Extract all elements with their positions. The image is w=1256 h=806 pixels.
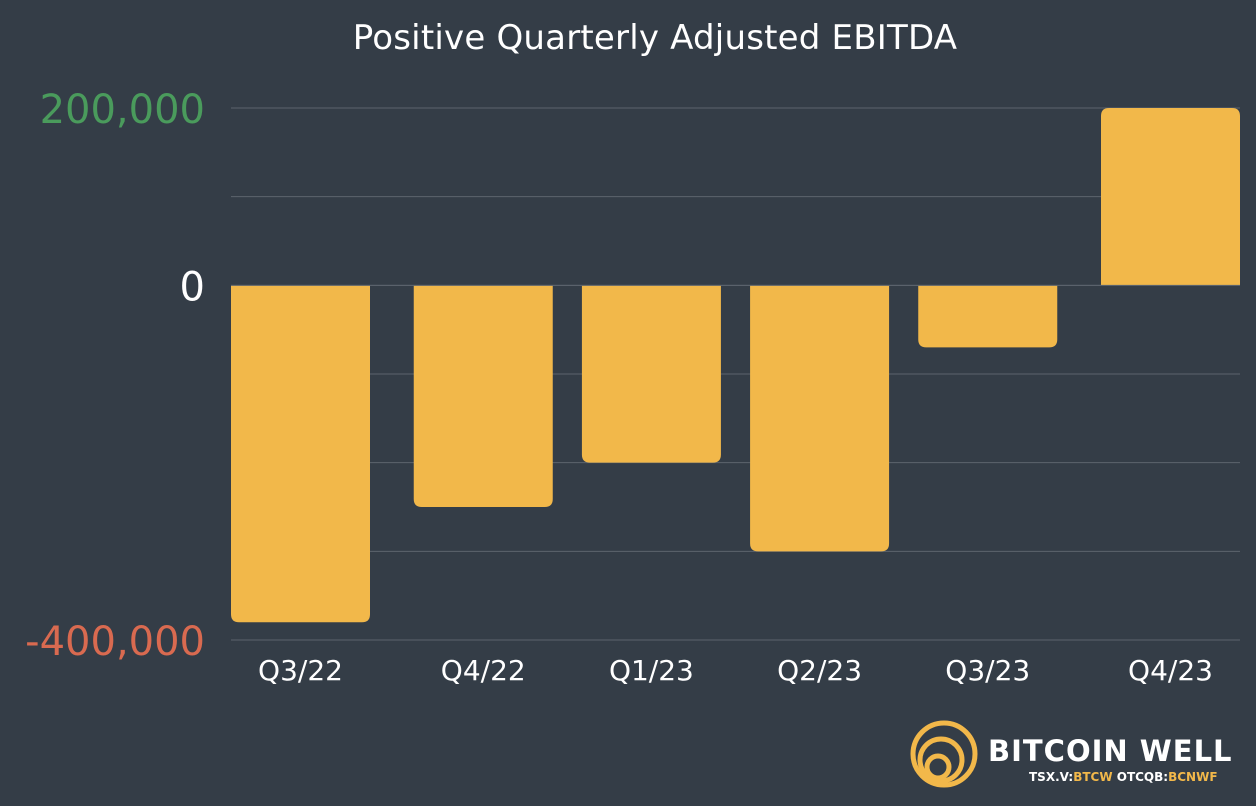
bar-q3-22 [231, 285, 370, 623]
bar-q4-23 [1101, 108, 1240, 286]
concentric-rings-logo-icon [910, 720, 978, 788]
x-tick-label: Q3/22 [258, 654, 343, 687]
y-tick-label: 0 [180, 264, 205, 310]
brand-name: BITCOIN WELL [988, 734, 1233, 768]
x-tick-label: Q1/23 [609, 654, 694, 687]
brand-block: BITCOIN WELL TSX.V:BTCW OTCQB:BCNWF [908, 718, 1248, 790]
brand-tickers: TSX.V:BTCW OTCQB:BCNWF [1029, 770, 1218, 784]
ticker-prefix-tsxv: TSX.V: [1029, 770, 1074, 784]
x-tick-label: Q2/23 [777, 654, 862, 687]
bar-q3-23 [918, 285, 1058, 348]
x-tick-label: Q4/22 [441, 654, 526, 687]
bar-q2-23 [750, 285, 890, 552]
y-tick-label: 200,000 [40, 87, 205, 133]
y-tick-label: -400,000 [25, 619, 205, 665]
ticker-btcw: BTCW [1073, 770, 1113, 784]
chart-title: Positive Quarterly Adjusted EBITDA [352, 18, 958, 58]
ticker-prefix-otcqb: OTCQB: [1112, 770, 1169, 784]
x-tick-label: Q4/23 [1128, 654, 1213, 687]
bar-q1-23 [581, 285, 721, 463]
x-tick-label: Q3/23 [945, 654, 1030, 687]
bar-q4-22 [413, 285, 553, 507]
ticker-bcnwf: BCNWF [1168, 770, 1218, 784]
